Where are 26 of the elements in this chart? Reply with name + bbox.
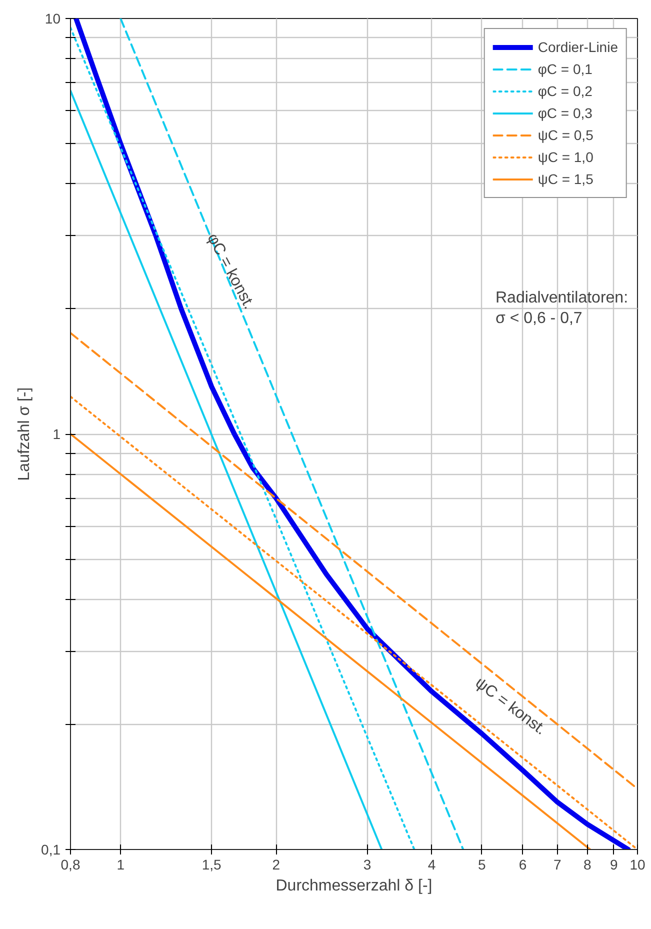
legend-label: Cordier-Linie: [538, 39, 618, 55]
legend-label: ψC = 1,5: [538, 171, 594, 187]
x-tick-label: 10: [630, 856, 646, 872]
legend-label: ψC = 0,5: [538, 127, 594, 143]
x-tick-label: 2: [272, 856, 280, 872]
y-axis-title: Laufzahl σ [-]: [16, 387, 34, 481]
x-tick-label: 5: [478, 856, 486, 872]
y-tick-label: 10: [44, 10, 61, 26]
x-tick-label: 1: [116, 856, 125, 872]
x-tick-label: 8: [584, 856, 592, 872]
legend-label: ψC = 1,0: [538, 149, 594, 165]
annotation: φC = konst.: [204, 230, 258, 312]
legend-label: φC = 0,2: [538, 83, 592, 99]
x-tick-label: 9: [610, 856, 618, 872]
x-tick-label: 0,8: [60, 856, 80, 872]
x-axis-title: Durchmesserzahl δ [-]: [276, 878, 432, 894]
y-tick-label: 0,1: [41, 842, 61, 858]
legend-label: φC = 0,3: [538, 105, 592, 121]
x-tick-label: 1,5: [202, 856, 222, 872]
x-tick-label: 4: [428, 856, 436, 872]
x-tick-label: 7: [554, 856, 562, 872]
y-tick-label: 1: [52, 426, 61, 442]
x-tick-label: 6: [518, 856, 527, 872]
x-tick-label: 3: [363, 856, 372, 872]
annotation: Radialventilatoren: σ < 0,6 - 0,7: [496, 290, 628, 327]
legend-label: φC = 0,1: [538, 61, 592, 77]
